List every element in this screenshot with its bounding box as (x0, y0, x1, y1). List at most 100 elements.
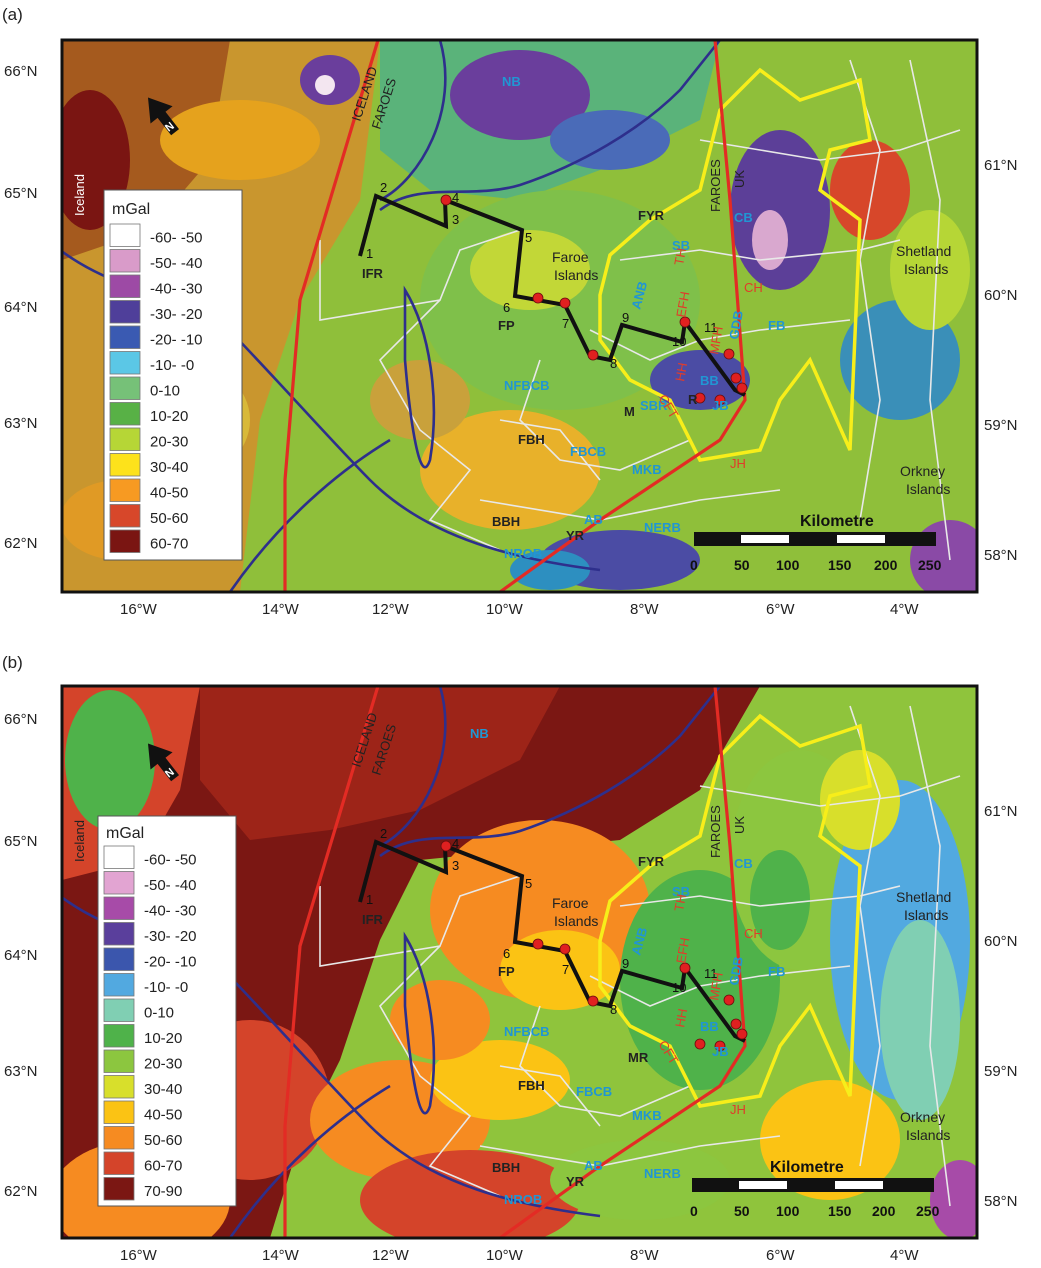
svg-text:59°N: 59°N (984, 417, 1018, 434)
survey-stations (440, 840, 748, 1052)
svg-text:MR: MR (628, 1050, 649, 1065)
svg-text:Faroe: Faroe (552, 895, 589, 911)
svg-text:Shetland: Shetland (896, 243, 951, 259)
svg-text:NERB: NERB (644, 520, 681, 535)
svg-text:65°N: 65°N (4, 185, 38, 202)
svg-text:FBCB: FBCB (576, 1084, 612, 1099)
legend-swatch (109, 504, 141, 528)
legend-label: 30-40 (144, 1081, 182, 1098)
svg-text:GDB: GDB (726, 955, 746, 986)
svg-text:FP: FP (498, 318, 515, 333)
svg-text:EFH: EFH (673, 936, 692, 964)
svg-text:66°N: 66°N (4, 63, 38, 80)
svg-text:4°W: 4°W (890, 601, 919, 618)
north-arrow-icon: N (147, 97, 180, 136)
svg-text:7: 7 (562, 962, 569, 977)
svg-text:JB: JB (712, 1044, 729, 1059)
legend-label: -10- -0 (144, 979, 188, 996)
svg-text:62°N: 62°N (4, 535, 38, 552)
legend-label: -40- -30 (144, 903, 197, 920)
svg-text:50: 50 (734, 1203, 750, 1219)
legend-swatch (103, 973, 135, 997)
svg-text:60°N: 60°N (984, 287, 1018, 304)
legend-swatch (109, 427, 141, 451)
legend-label: -60- -50 (150, 230, 203, 247)
svg-text:Islands: Islands (906, 481, 950, 497)
svg-text:14°W: 14°W (262, 601, 300, 618)
svg-text:100: 100 (776, 1203, 800, 1219)
svg-text:64°N: 64°N (4, 299, 38, 316)
svg-text:SBR: SBR (640, 398, 668, 413)
basin-outline (598, 67, 872, 462)
svg-text:FBH: FBH (518, 432, 545, 447)
svg-text:5: 5 (525, 876, 532, 891)
legend-label: 10-20 (150, 408, 188, 425)
legend-swatch (103, 1151, 135, 1175)
svg-text:UK: UK (732, 170, 747, 188)
svg-text:7: 7 (562, 316, 569, 331)
legend-swatch (103, 922, 135, 946)
legend-label: 20-30 (144, 1056, 182, 1073)
legend-swatch (103, 871, 135, 895)
svg-text:M: M (624, 404, 635, 419)
svg-text:10: 10 (672, 334, 686, 349)
svg-text:Orkney: Orkney (900, 463, 945, 479)
svg-text:9: 9 (622, 956, 629, 971)
eez-boundaries (283, 686, 747, 1238)
eez-boundaries (283, 40, 747, 592)
legend-label: -50- -40 (150, 255, 203, 272)
svg-text:6°W: 6°W (766, 1247, 795, 1264)
svg-text:FBH: FBH (518, 1078, 545, 1093)
svg-text:Islands: Islands (906, 1127, 950, 1143)
legend-label: 50-60 (144, 1132, 182, 1149)
legend-label: -10- -0 (150, 357, 194, 374)
svg-text:150: 150 (828, 557, 852, 573)
svg-text:63°N: 63°N (4, 415, 38, 432)
legend-label: -20- -10 (144, 954, 197, 971)
panel-a: (a) (2, 5, 1018, 618)
gravity-anomaly-map (62, 40, 977, 592)
svg-text:Islands: Islands (904, 907, 948, 923)
svg-text:11: 11 (704, 320, 718, 335)
svg-text:200: 200 (874, 557, 898, 573)
svg-text:BBH: BBH (492, 514, 520, 529)
legend-swatch (109, 529, 141, 553)
svg-text:Faroe: Faroe (552, 249, 589, 265)
svg-text:6: 6 (503, 946, 510, 961)
svg-text:CB: CB (734, 856, 753, 871)
svg-text:60°N: 60°N (984, 933, 1018, 950)
svg-text:64°N: 64°N (4, 947, 38, 964)
svg-text:BB: BB (700, 373, 719, 388)
svg-text:TH: TH (671, 893, 689, 913)
svg-text:8: 8 (610, 1002, 617, 1017)
legend-label: 60-70 (150, 536, 188, 553)
svg-text:8: 8 (610, 356, 617, 371)
svg-text:6: 6 (503, 300, 510, 315)
red-feature-labels: TH EFH CH MFH HH CFT JH (655, 893, 762, 1117)
svg-text:58°N: 58°N (984, 547, 1018, 564)
svg-text:MFH: MFH (706, 325, 726, 355)
legend-label: -60- -50 (144, 852, 197, 869)
svg-text:3: 3 (452, 858, 459, 873)
scale-bar: Kilometre 0 50 100 150 200 250 (690, 513, 942, 573)
svg-text:6°W: 6°W (766, 601, 795, 618)
svg-text:10: 10 (672, 980, 686, 995)
svg-text:IFR: IFR (362, 266, 384, 281)
legend: mGal -60- -50 -50- -40 -40- -30 -30- -20 -20… (103, 189, 243, 561)
svg-text:NFBCB: NFBCB (504, 1024, 550, 1039)
svg-text:10°W: 10°W (486, 1247, 524, 1264)
svg-text:11: 11 (704, 966, 718, 981)
svg-text:59°N: 59°N (984, 1063, 1018, 1080)
svg-text:NFBCB: NFBCB (504, 378, 550, 393)
legend-swatch (109, 325, 141, 349)
svg-text:MKB: MKB (632, 1108, 662, 1123)
svg-text:NERB: NERB (644, 1166, 681, 1181)
svg-text:GDB: GDB (726, 309, 746, 340)
svg-text:1: 1 (366, 892, 373, 907)
svg-text:IFR: IFR (362, 912, 384, 927)
profile-point-labels: 1 2 3 4 5 6 7 8 9 10 11 (366, 826, 718, 1017)
svg-text:FB: FB (768, 318, 785, 333)
legend-swatch (109, 223, 141, 247)
svg-text:200: 200 (872, 1203, 896, 1219)
